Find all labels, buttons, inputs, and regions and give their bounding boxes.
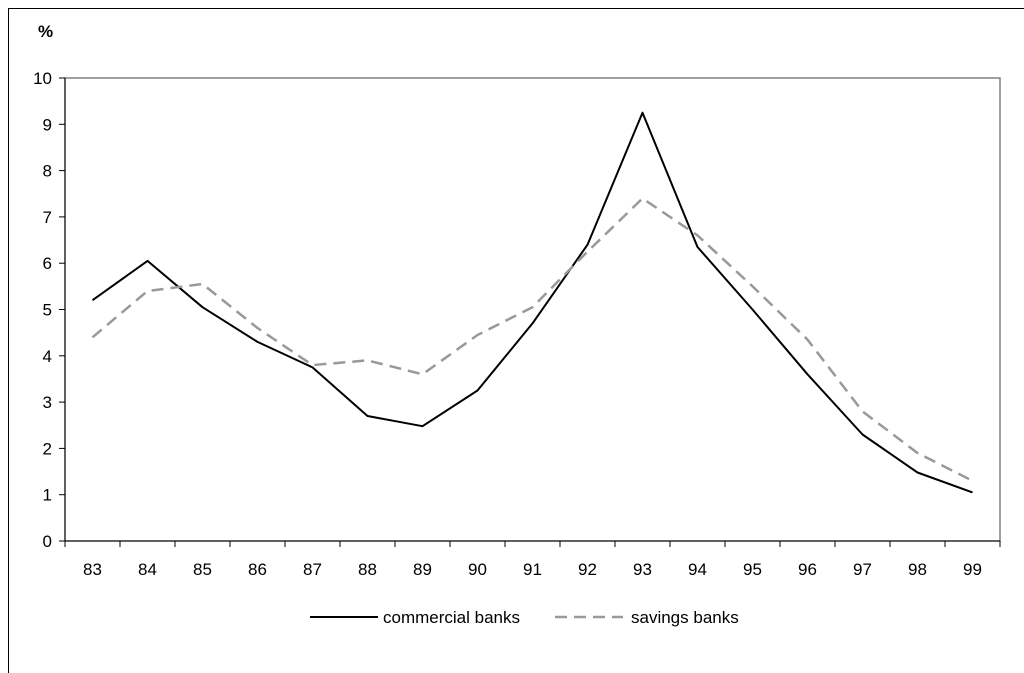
y-tick-label: 4 [43,347,52,366]
y-tick-label: 8 [43,162,52,181]
y-tick-label: 0 [43,532,52,551]
y-tick-label: 10 [33,69,52,88]
y-tick-label: 2 [43,439,52,458]
legend-label-savings-banks: savings banks [631,608,739,627]
x-tick-label: 99 [963,560,982,579]
x-tick-label: 87 [303,560,322,579]
x-tick-label: 92 [578,560,597,579]
y-tick-label: 7 [43,208,52,227]
x-tick-label: 83 [83,560,102,579]
y-tick-label: 9 [43,115,52,134]
series-lines [91,111,974,494]
x-tick-label: 85 [193,560,212,579]
legend: commercial banks savings banks [310,608,739,627]
x-tick-label: 86 [248,560,267,579]
x-tick-label: 89 [413,560,432,579]
x-tick-label: 97 [853,560,872,579]
x-tick-label: 90 [468,560,487,579]
x-tick-label: 88 [358,560,377,579]
x-tick-label: 93 [633,560,652,579]
x-tick-label: 96 [798,560,817,579]
y-tick-label: 6 [43,254,52,273]
y-tick-label: 1 [43,486,52,505]
series-line-commercial-banks [91,111,973,494]
x-tick-label: 98 [908,560,927,579]
y-tick-label: 5 [43,301,52,320]
y-axis-label: % [38,22,53,41]
x-tick-label: 91 [523,560,542,579]
x-tick-label: 84 [138,560,157,579]
legend-label-commercial-banks: commercial banks [383,608,520,627]
series-line-savings-banks [91,197,974,482]
x-tick-label: 94 [688,560,707,579]
y-tick-label: 3 [43,393,52,412]
x-tick-label: 95 [743,560,762,579]
